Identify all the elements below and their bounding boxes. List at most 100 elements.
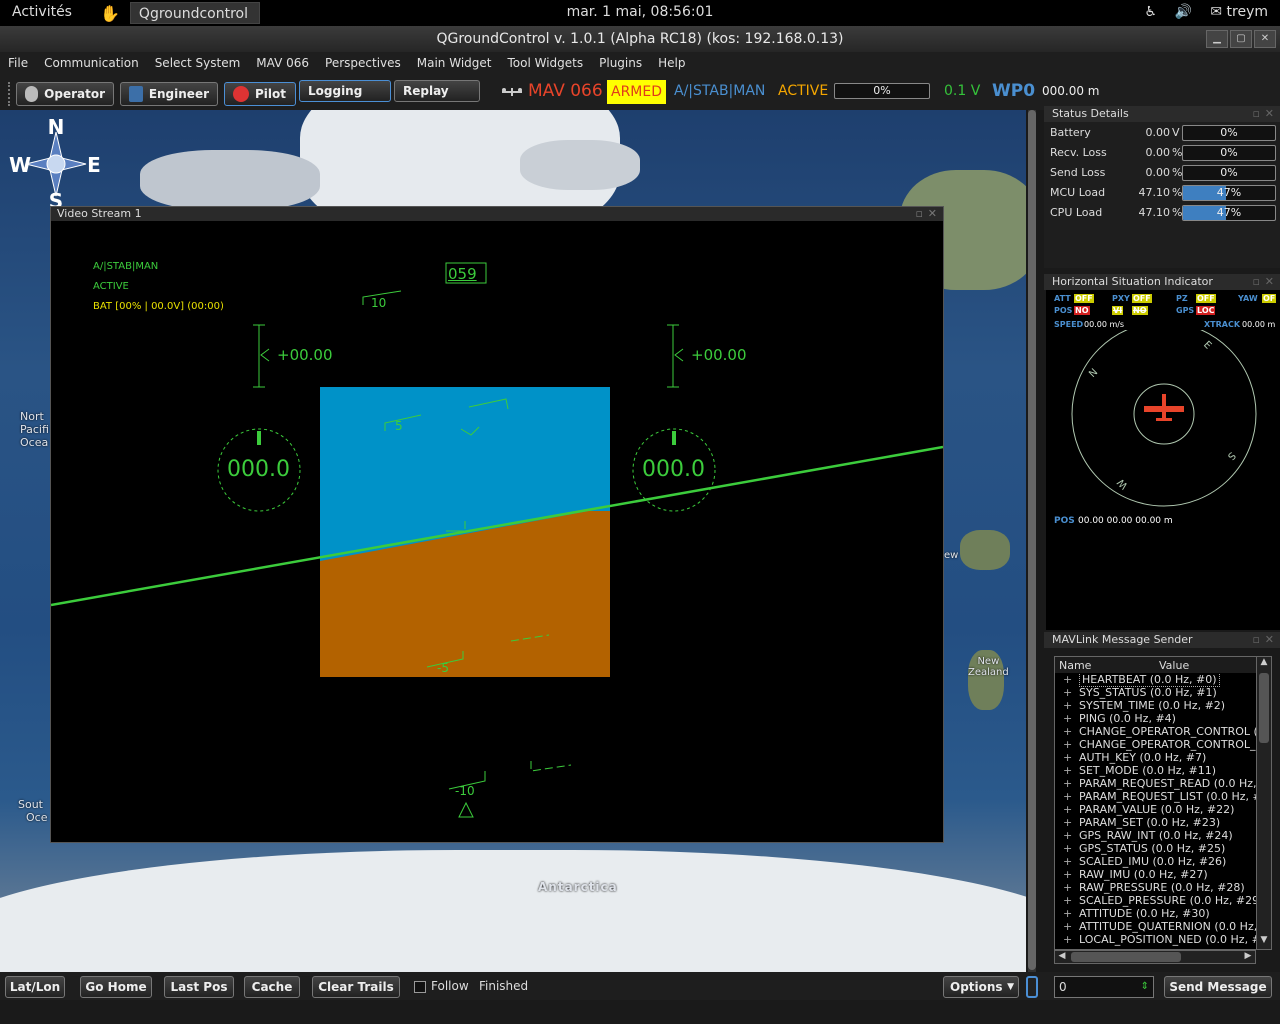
tree-vertical-scrollbar[interactable]: ▲ ▼	[1256, 656, 1272, 950]
menu-file[interactable]: File	[8, 56, 29, 70]
video-float-icon[interactable]: ▫	[915, 207, 923, 220]
last-pos-button[interactable]: Last Pos	[164, 976, 234, 998]
map-compass-rose[interactable]: N S W E	[6, 118, 106, 208]
scroll-left-icon[interactable]: ◀	[1058, 951, 1066, 961]
tree-item[interactable]: + PING (0.0 Hz, #4)	[1055, 712, 1271, 725]
perspective-pilot-button[interactable]: Pilot	[224, 82, 296, 106]
rate-spinbox[interactable]: 0 ⇕	[1054, 976, 1154, 998]
minimize-button[interactable]: ▁	[1206, 30, 1228, 48]
scroll-right-icon[interactable]: ▶	[1244, 951, 1252, 961]
expand-icon[interactable]: +	[1063, 699, 1073, 712]
status-details-title-bar[interactable]: Status Details ▫ ✕	[1044, 106, 1280, 122]
tree-item[interactable]: + RAW_PRESSURE (0.0 Hz, #28)	[1055, 881, 1271, 894]
tree-item[interactable]: + GPS_STATUS (0.0 Hz, #25)	[1055, 842, 1271, 855]
follow-checkbox[interactable]	[414, 981, 426, 993]
expand-icon[interactable]: +	[1063, 881, 1073, 894]
tree-item[interactable]: + GPS_RAW_INT (0.0 Hz, #24)	[1055, 829, 1271, 842]
logging-button[interactable]: Logging	[299, 80, 391, 102]
menu-mav-066[interactable]: MAV 066	[256, 56, 310, 70]
map-scrollbar[interactable]	[1028, 110, 1036, 972]
send-message-button[interactable]: Send Message	[1164, 976, 1272, 998]
expand-icon[interactable]: +	[1063, 751, 1073, 764]
expand-icon[interactable]: +	[1063, 907, 1073, 920]
scroll-handle[interactable]	[1259, 673, 1269, 743]
options-dropdown[interactable]: Options ▼	[943, 976, 1019, 998]
tree-item[interactable]: + LOCAL_POSITION_NED (0.0 Hz, #	[1055, 933, 1271, 946]
menu-tool-widgets[interactable]: Tool Widgets	[507, 56, 584, 70]
expand-icon[interactable]: +	[1063, 894, 1073, 907]
tree-item[interactable]: + ATTITUDE_QUATERNION (0.0 Hz,	[1055, 920, 1271, 933]
mav-name[interactable]: MAV 066	[528, 81, 603, 101]
video-title-bar[interactable]: Video Stream 1 ▫ ✕	[51, 207, 943, 221]
expand-icon[interactable]: +	[1063, 777, 1073, 790]
tree-item[interactable]: + SYSTEM_TIME (0.0 Hz, #2)	[1055, 699, 1271, 712]
hsi-title-bar[interactable]: Horizontal Situation Indicator ▫ ✕	[1044, 274, 1280, 290]
col-value-header[interactable]: Value	[1159, 659, 1190, 672]
scroll-down-icon[interactable]: ▼	[1260, 935, 1268, 945]
tree-item[interactable]: + SET_MODE (0.0 Hz, #11)	[1055, 764, 1271, 777]
cache-button[interactable]: Cache	[244, 976, 300, 998]
tree-item[interactable]: + ATTITUDE (0.0 Hz, #30)	[1055, 907, 1271, 920]
close-button[interactable]: ✕	[1254, 30, 1276, 48]
expand-icon[interactable]: +	[1063, 764, 1073, 777]
panel-close-icon[interactable]: ✕	[1264, 633, 1274, 646]
menu-help[interactable]: Help	[658, 56, 686, 70]
expand-icon[interactable]: +	[1063, 673, 1073, 686]
app-switcher[interactable]: ✋ Qgroundcontrol	[100, 2, 260, 24]
expand-icon[interactable]: +	[1063, 920, 1073, 933]
video-stream-window[interactable]: Video Stream 1 ▫ ✕	[50, 206, 944, 843]
zoom-slider[interactable]	[1026, 976, 1038, 998]
tree-item[interactable]: + PARAM_SET (0.0 Hz, #23)	[1055, 816, 1271, 829]
sender-title-bar[interactable]: MAVLink Message Sender ▫ ✕	[1044, 632, 1280, 648]
maximize-button[interactable]: ▢	[1230, 30, 1252, 48]
tree-item[interactable]: + AUTH_KEY (0.0 Hz, #7)	[1055, 751, 1271, 764]
accessibility-icon[interactable]: ♿	[1144, 4, 1157, 20]
tree-item[interactable]: + PARAM_VALUE (0.0 Hz, #22)	[1055, 803, 1271, 816]
panel-float-icon[interactable]: ▫	[1252, 107, 1260, 120]
tree-item[interactable]: + SYS_STATUS (0.0 Hz, #1)	[1055, 686, 1271, 699]
menu-communication[interactable]: Communication	[44, 56, 139, 70]
expand-icon[interactable]: +	[1063, 868, 1073, 881]
expand-icon[interactable]: +	[1063, 933, 1073, 946]
expand-icon[interactable]: +	[1063, 829, 1073, 842]
expand-icon[interactable]: +	[1063, 855, 1073, 868]
toolbar-grip[interactable]	[8, 82, 14, 106]
panel-close-icon[interactable]: ✕	[1264, 107, 1274, 120]
clear-trails-button[interactable]: Clear Trails	[312, 976, 400, 998]
app-name[interactable]: Qgroundcontrol	[129, 2, 260, 24]
hsi-display[interactable]: ATT OFF PXY OFF PZ OFF YAW OF POS NO VI …	[1046, 290, 1280, 630]
map-scroll-handle[interactable]	[1028, 110, 1036, 970]
spin-arrows-icon[interactable]: ⇕	[1140, 981, 1149, 992]
tree-item[interactable]: + CHANGE_OPERATOR_CONTROL_	[1055, 738, 1271, 751]
panel-float-icon[interactable]: ▫	[1252, 633, 1260, 646]
expand-icon[interactable]: +	[1063, 686, 1073, 699]
menu-select-system[interactable]: Select System	[154, 56, 241, 70]
message-tree[interactable]: Name Value + HEARTBEAT (0.0 Hz, #0) + SYS_S…	[1054, 656, 1272, 950]
menu-plugins[interactable]: Plugins	[599, 56, 643, 70]
tree-item[interactable]: + HEARTBEAT (0.0 Hz, #0)	[1055, 672, 1271, 687]
tree-horizontal-scrollbar[interactable]: ◀ ▶	[1054, 950, 1256, 964]
tree-item[interactable]: + CHANGE_OPERATOR_CONTROL (	[1055, 725, 1271, 738]
expand-icon[interactable]: +	[1063, 842, 1073, 855]
expand-icon[interactable]: +	[1063, 803, 1073, 816]
tree-item[interactable]: + SCALED_PRESSURE (0.0 Hz, #29	[1055, 894, 1271, 907]
tree-item[interactable]: + PARAM_REQUEST_READ (0.0 Hz,	[1055, 777, 1271, 790]
menu-perspectives[interactable]: Perspectives	[325, 56, 401, 70]
user-menu[interactable]: ✉ treym	[1210, 4, 1268, 20]
expand-icon[interactable]: +	[1063, 725, 1073, 738]
volume-icon[interactable]: 🔊	[1174, 4, 1193, 20]
video-close-icon[interactable]: ✕	[927, 207, 937, 220]
activities-button[interactable]: Activités	[12, 4, 72, 20]
expand-icon[interactable]: +	[1063, 790, 1073, 803]
tree-item[interactable]: + PARAM_REQUEST_LIST (0.0 Hz, #	[1055, 790, 1271, 803]
expand-icon[interactable]: +	[1063, 738, 1073, 751]
perspective-engineer-button[interactable]: Engineer	[120, 82, 218, 106]
tree-item[interactable]: + RAW_IMU (0.0 Hz, #27)	[1055, 868, 1271, 881]
panel-float-icon[interactable]: ▫	[1252, 275, 1260, 288]
scroll-up-icon[interactable]: ▲	[1260, 657, 1268, 667]
go-home-button[interactable]: Go Home	[80, 976, 152, 998]
panel-close-icon[interactable]: ✕	[1264, 275, 1274, 288]
latlon-button[interactable]: Lat/Lon	[5, 976, 65, 998]
tree-item[interactable]: + SCALED_IMU (0.0 Hz, #26)	[1055, 855, 1271, 868]
perspective-operator-button[interactable]: Operator	[16, 82, 114, 106]
